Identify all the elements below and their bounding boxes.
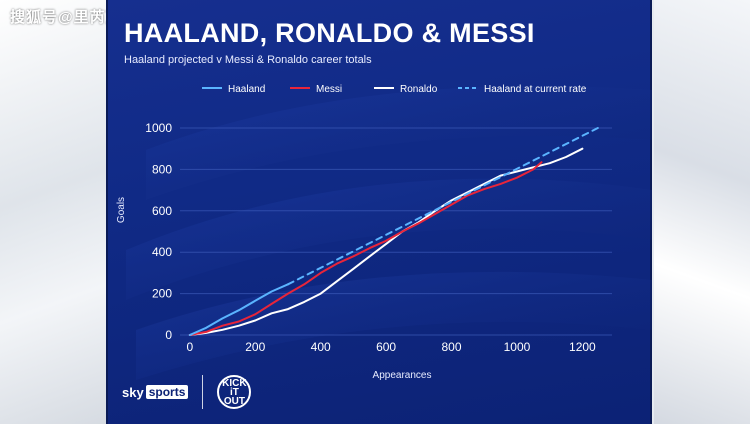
x-tick-label: 400: [311, 340, 331, 354]
legend-label: Haaland: [228, 84, 265, 95]
legend-label: Haaland at current rate: [484, 84, 587, 95]
y-tick-label: 800: [152, 162, 172, 176]
series-line-messi: [188, 161, 543, 336]
chart-title: HAALAND, RONALDO & MESSI: [124, 18, 535, 48]
logo-separator: [202, 375, 204, 409]
y-tick-label: 200: [152, 287, 172, 301]
kio-line-1: KICK: [222, 377, 247, 389]
x-tick-label: 800: [442, 340, 462, 354]
chart-svg: Haaland Messi Ronaldo Haaland at current ra…: [116, 84, 652, 381]
y-tick-label: 400: [152, 245, 172, 259]
y-axis-label: Goals: [116, 197, 127, 223]
chart-panel: Haaland Messi Ronaldo Haaland at current ra…: [106, 0, 652, 424]
x-tick-labels: 0 200 400 600 800 1000 1200: [186, 340, 596, 354]
sky-logo-box: sports: [145, 385, 189, 399]
stripe: [126, 178, 652, 300]
kio-line-3: OUT: [223, 395, 245, 407]
kio-line-2: iT: [229, 386, 239, 398]
series-line-haaland: [188, 283, 289, 336]
y-tick-label: 1000: [145, 121, 172, 135]
stripe: [136, 271, 652, 380]
background-left: [0, 0, 106, 424]
stripe: [146, 86, 652, 200]
legend-label: Ronaldo: [400, 84, 438, 95]
series-lines: [188, 124, 603, 336]
sky-logo-prefix: sky: [122, 384, 144, 400]
kick-it-out-logo: KICK iT OUT: [217, 375, 252, 409]
x-tick-label: 0: [186, 340, 193, 354]
x-tick-label: 600: [376, 340, 396, 354]
x-tick-label: 1000: [504, 340, 531, 354]
x-axis-label: Appearances: [373, 370, 432, 381]
logos: sky sports KICK iT OUT: [122, 372, 252, 412]
x-tick-label: 200: [245, 340, 265, 354]
y-tick-label: 0: [165, 328, 172, 342]
background-stripes: [126, 86, 652, 380]
x-tick-label: 1200: [569, 340, 596, 354]
chart-legend: Haaland Messi Ronaldo Haaland at current ra…: [202, 84, 587, 95]
chart-subtitle: Haaland projected v Messi & Ronaldo care…: [124, 54, 372, 66]
series-line-haaland-at-current-rate: [287, 124, 603, 286]
panel-left-edge: [106, 0, 108, 424]
legend-label: Messi: [316, 84, 342, 95]
grid-lines: [180, 127, 612, 336]
background-right: [654, 0, 750, 424]
y-tick-label: 600: [152, 204, 172, 218]
sky-sports-logo: sky sports: [122, 384, 189, 400]
y-tick-labels: 0 200 400 600 800 1000: [145, 121, 172, 342]
series-line-ronaldo: [188, 147, 584, 336]
